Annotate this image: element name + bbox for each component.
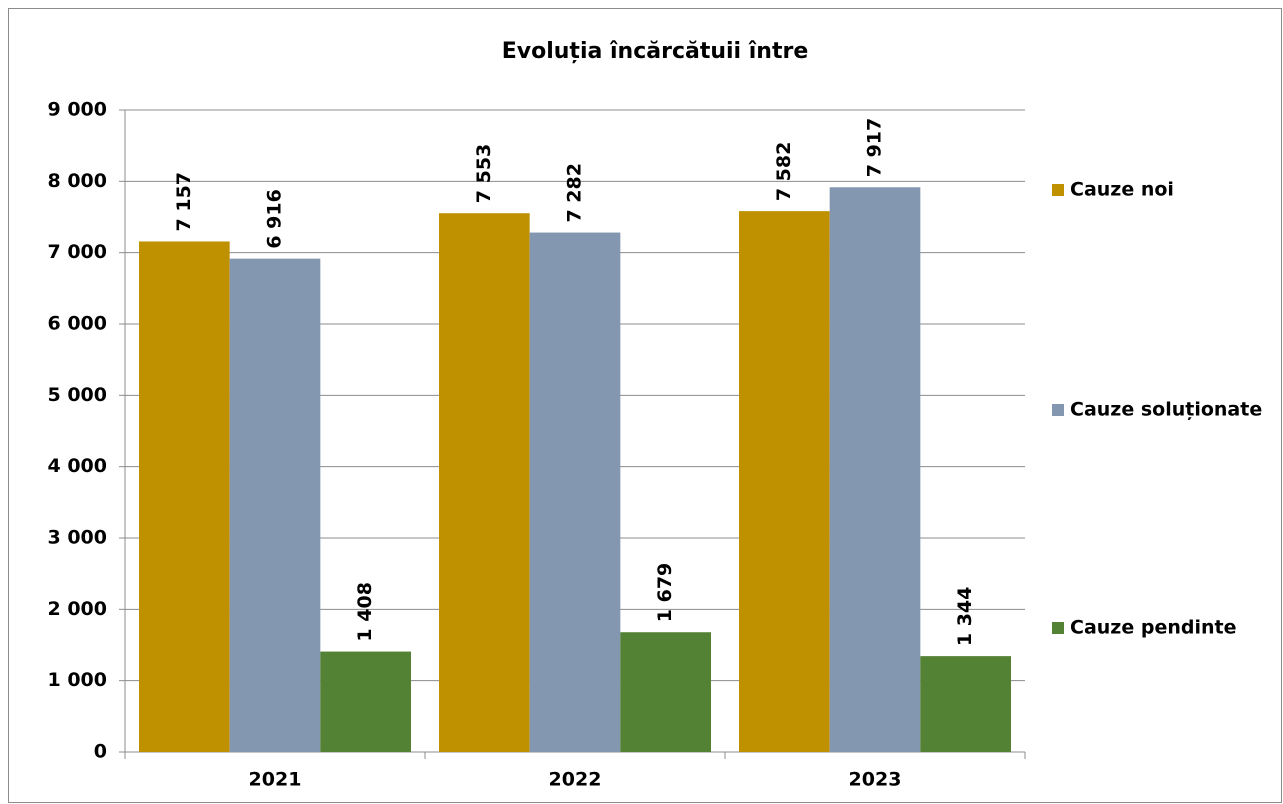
y-tick-label: 0 [94, 741, 107, 763]
y-tick-label: 9 000 [48, 99, 108, 121]
legend-label: Cauze pendinte [1070, 617, 1236, 639]
y-tick-label: 6 000 [48, 313, 108, 335]
data-label: 1 344 [954, 587, 976, 647]
y-tick-label: 5 000 [48, 384, 108, 406]
x-tick-label: 2021 [249, 769, 302, 791]
data-label: 7 917 [864, 118, 886, 178]
data-label: 7 282 [564, 163, 586, 223]
data-label: 1 679 [654, 563, 676, 623]
bar [920, 656, 1011, 752]
data-label: 1 408 [354, 582, 376, 642]
x-tick-label: 2022 [549, 769, 602, 791]
legend-swatch [1052, 184, 1064, 196]
legend-label: Cauze soluționate [1070, 399, 1262, 421]
data-label: 7 157 [173, 172, 195, 232]
y-tick-label: 2 000 [48, 598, 108, 620]
legend-swatch [1052, 622, 1064, 634]
legend-label: Cauze noi [1070, 179, 1174, 201]
y-tick-label: 3 000 [48, 527, 108, 549]
bar [829, 187, 921, 752]
bar [229, 258, 321, 752]
chart-title: Evoluția încărcătuii între [502, 39, 809, 64]
bar [620, 632, 711, 752]
y-tick-label: 8 000 [48, 170, 108, 192]
legend-swatch [1052, 404, 1064, 416]
y-tick-label: 1 000 [48, 669, 108, 691]
bar [739, 211, 830, 753]
bar [529, 232, 621, 752]
x-tick-label: 2023 [849, 769, 902, 791]
y-tick-label: 7 000 [48, 241, 108, 263]
data-label: 6 916 [264, 189, 286, 249]
data-label: 7 553 [473, 144, 495, 204]
bar [139, 241, 230, 752]
bar [320, 651, 411, 752]
y-tick-label: 4 000 [48, 455, 108, 477]
data-label: 7 582 [773, 142, 795, 202]
bar [439, 213, 530, 752]
